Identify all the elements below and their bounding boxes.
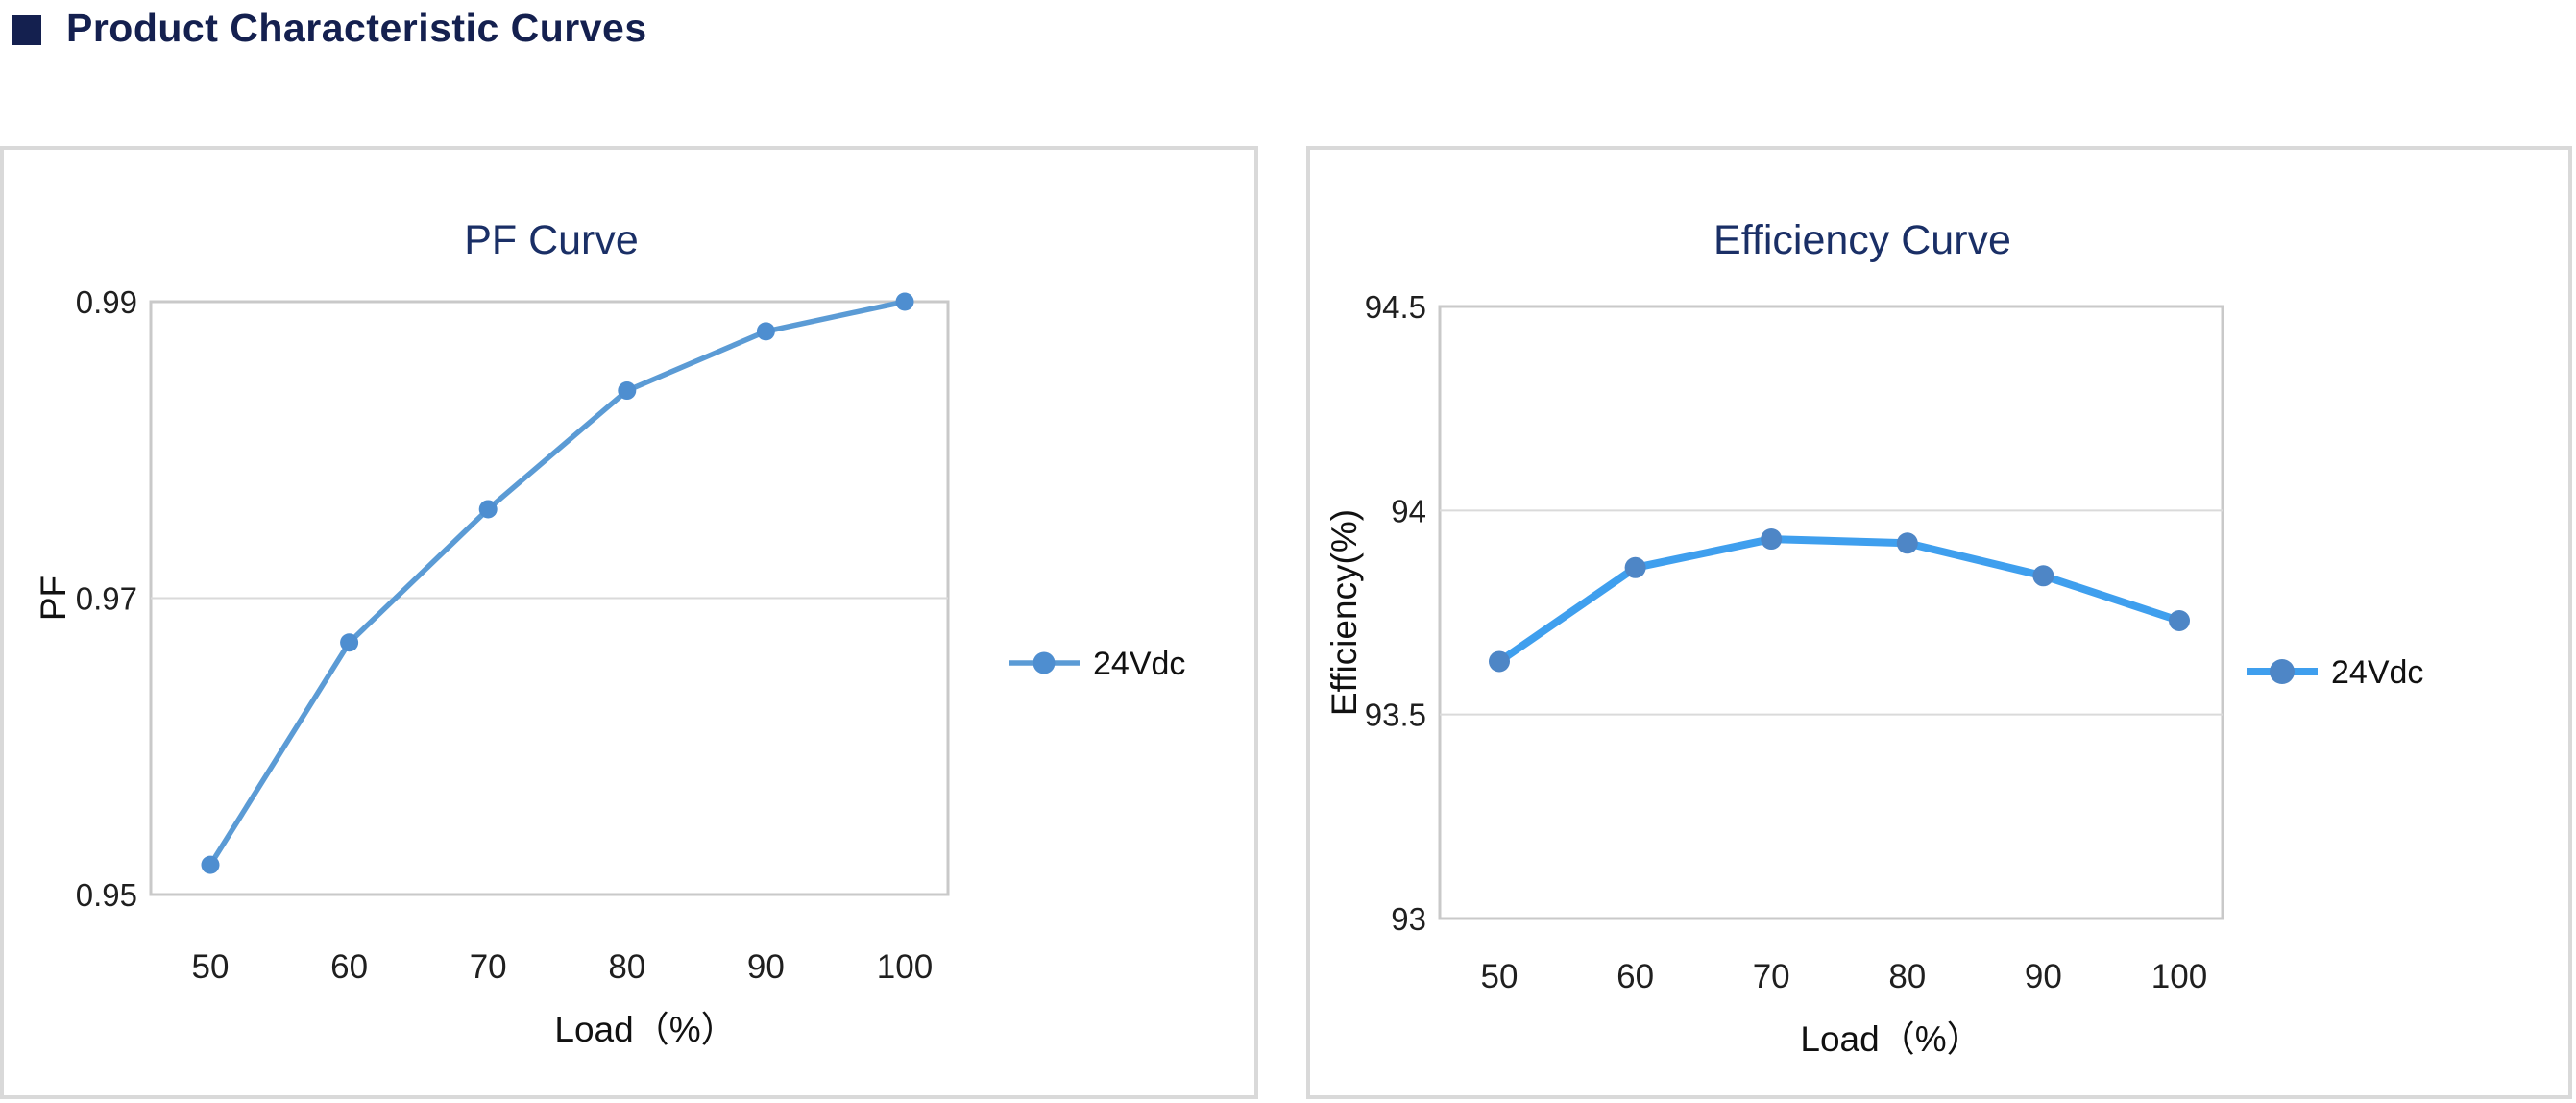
legend-marker-icon bbox=[2270, 659, 2295, 684]
legend-label: 24Vdc bbox=[1093, 646, 1185, 682]
y-axis-label: Efficiency(%) bbox=[1324, 509, 1364, 716]
x-axis-label: Load（%） bbox=[554, 1010, 736, 1049]
data-point bbox=[201, 855, 220, 874]
plot-border bbox=[1438, 305, 2224, 920]
data-point bbox=[1624, 556, 1646, 578]
x-tick-label: 70 bbox=[470, 948, 507, 986]
data-point bbox=[1896, 532, 1918, 554]
y-tick-label: 0.97 bbox=[76, 581, 137, 617]
y-tick-label: 0.95 bbox=[76, 877, 137, 913]
efficiency-curve-panel: Efficiency Curve 93 93.5 94 94.5 50 60 70 80 90 10… bbox=[1306, 146, 2572, 1099]
page-title: Product Characteristic Curves bbox=[66, 6, 647, 50]
data-line bbox=[207, 299, 908, 868]
section-header: Product Characteristic Curves bbox=[12, 6, 647, 51]
data-line bbox=[1495, 535, 2183, 666]
x-tick-label: 100 bbox=[2151, 958, 2207, 995]
pf-curve-panel: PF Curve 0.95 0.97 0.99 50 60 70 80 90 100 Load（%）… bbox=[0, 146, 1258, 1099]
square-bullet-icon bbox=[12, 15, 41, 45]
data-point bbox=[895, 292, 914, 311]
x-tick-label: 80 bbox=[608, 948, 645, 986]
data-point bbox=[2032, 565, 2054, 587]
y-tick-label: 93.5 bbox=[1365, 698, 1426, 733]
x-tick-label: 60 bbox=[1616, 958, 1654, 995]
y-tick-label: 0.99 bbox=[76, 284, 137, 320]
y-tick-label: 93 bbox=[1391, 901, 1426, 937]
data-point bbox=[340, 633, 359, 652]
data-point bbox=[478, 500, 498, 519]
x-tick-label: 90 bbox=[747, 948, 785, 986]
y-tick-label: 94.5 bbox=[1365, 289, 1426, 325]
y-tick-label: 94 bbox=[1391, 493, 1426, 528]
data-point bbox=[618, 381, 637, 401]
y-axis-label: PF bbox=[34, 576, 73, 621]
x-tick-label: 50 bbox=[192, 948, 230, 986]
efficiency-curve-chart: Efficiency Curve 93 93.5 94 94.5 50 60 70 80 90 10… bbox=[1324, 217, 2423, 1059]
x-tick-label: 60 bbox=[330, 948, 368, 986]
data-point bbox=[756, 322, 775, 341]
legend-label: 24Vdc bbox=[2331, 654, 2423, 691]
x-tick-label: 100 bbox=[877, 948, 933, 986]
x-axis-label: Load（%） bbox=[1800, 1019, 1981, 1059]
x-tick-label: 90 bbox=[2025, 958, 2062, 995]
pf-curve-chart: PF Curve 0.95 0.97 0.99 50 60 70 80 90 100 Load（%）… bbox=[34, 217, 1185, 1049]
data-point bbox=[2169, 609, 2190, 631]
chart-title: PF Curve bbox=[464, 217, 639, 263]
x-tick-label: 80 bbox=[1888, 958, 1926, 995]
x-tick-label: 50 bbox=[1481, 958, 1519, 995]
chart-title: Efficiency Curve bbox=[1713, 217, 2011, 263]
data-point bbox=[1489, 650, 1510, 673]
data-point bbox=[1761, 528, 1783, 551]
x-tick-label: 70 bbox=[1753, 958, 1790, 995]
legend-marker-icon bbox=[1033, 651, 1056, 674]
